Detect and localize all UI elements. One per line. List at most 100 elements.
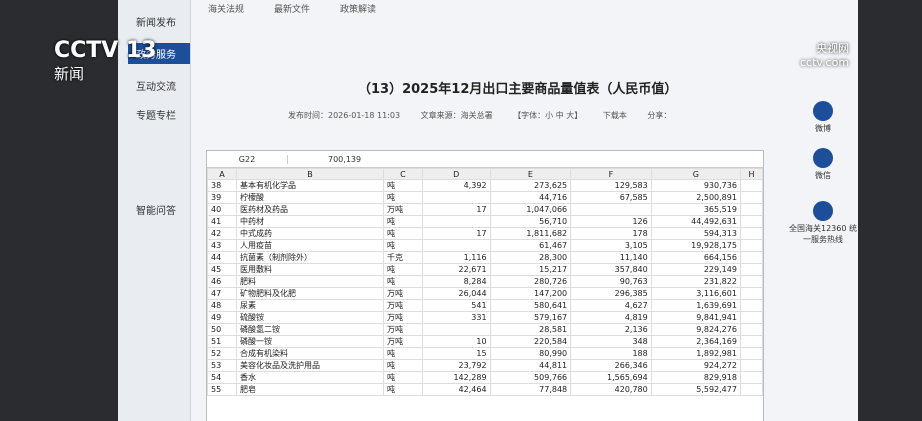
column-header: E bbox=[489, 168, 572, 180]
cell: 43 bbox=[206, 239, 238, 252]
cell bbox=[739, 239, 764, 252]
sheet-row: 44 抗菌素（制剂除外） 千克 1,116 28,300 11,140 664,156 bbox=[206, 251, 764, 264]
sheet-row: 51 磷酸一铵 万吨 10 220,584 348 2,364,169 bbox=[206, 335, 764, 348]
channel-sub: 新闻 bbox=[54, 65, 85, 83]
cell bbox=[739, 287, 764, 300]
cell: 1,047,066 bbox=[489, 203, 572, 216]
cell: 磷酸氢二铵 bbox=[236, 323, 384, 336]
cell: 357,840 bbox=[570, 263, 652, 276]
nav-item[interactable]: 互动交流 bbox=[136, 82, 176, 93]
cell: 44 bbox=[206, 251, 238, 264]
cell: 1,811,682 bbox=[489, 227, 572, 240]
cell: 541 bbox=[421, 299, 491, 312]
cell: 90,763 bbox=[570, 275, 652, 288]
top-tab[interactable]: 海关法规 bbox=[208, 5, 245, 15]
cell bbox=[570, 203, 652, 216]
cell: 930,736 bbox=[650, 179, 741, 192]
top-tab[interactable]: 政策解读 bbox=[340, 5, 377, 15]
cell: 基本有机化学品 bbox=[236, 179, 384, 192]
cell: 合成有机染料 bbox=[236, 347, 384, 360]
download[interactable]: 下载本 bbox=[602, 111, 627, 120]
weibo-icon[interactable] bbox=[813, 101, 833, 121]
cell: 万吨 bbox=[382, 335, 423, 348]
cell: 医药材及药品 bbox=[236, 203, 384, 216]
column-header: B bbox=[236, 168, 384, 180]
cell bbox=[739, 203, 764, 216]
nav-item[interactable]: 政务服务 bbox=[128, 43, 190, 64]
cell: 2,364,169 bbox=[650, 335, 741, 348]
cell: 142,289 bbox=[421, 371, 491, 384]
cell: 肥皂 bbox=[236, 383, 384, 396]
spreadsheet: G22 700,139 A B C D E F G H 38 基本有机化学品吨 4,392 273,6… bbox=[206, 150, 764, 421]
cell: 53 bbox=[206, 359, 238, 372]
cell bbox=[421, 323, 491, 336]
cell: 47 bbox=[206, 287, 238, 300]
laptop-screen: 新闻发布 政务服务 互动交流 专题专栏 智能问答 海关法规 最新文件 政策解读 （13）20… bbox=[118, 0, 858, 421]
cell: 44,716 bbox=[489, 191, 572, 204]
cell: 42 bbox=[206, 227, 238, 240]
cell: 28,581 bbox=[489, 323, 572, 336]
column-header: D bbox=[421, 168, 491, 180]
cell: 231,822 bbox=[650, 275, 741, 288]
cell: 28,300 bbox=[489, 251, 572, 264]
sheet-row: 45 医用敷料吨 22,671 15,217 357,840 229,149 bbox=[206, 263, 764, 276]
channel: CCTV 13 bbox=[54, 38, 157, 63]
hotline[interactable]: 全国海关12360 统一服务热线 bbox=[789, 224, 857, 244]
site-logo: 央视网 cctv.com bbox=[800, 40, 849, 69]
cell: 15,217 bbox=[489, 263, 572, 276]
top-tabs: 海关法规 最新文件 政策解读 bbox=[208, 2, 406, 15]
cell: 42,464 bbox=[421, 383, 491, 396]
nav-item[interactable]: 专题专栏 bbox=[136, 111, 176, 122]
cell: 129,583 bbox=[570, 179, 652, 192]
column-header: C bbox=[382, 168, 423, 180]
sheet-row: 41 中药材吨 56,710 126 44,492,631 bbox=[206, 215, 764, 228]
cell: 9,841,941 bbox=[650, 311, 741, 324]
font-size[interactable]: 【字体：小 中 大】 bbox=[513, 111, 583, 120]
cell: 67,585 bbox=[570, 191, 652, 204]
nav-item[interactable]: 新闻发布 bbox=[136, 18, 176, 29]
cell bbox=[739, 251, 764, 264]
column-header: G bbox=[650, 168, 741, 180]
cell: 千克 bbox=[382, 251, 423, 264]
wechat-icon[interactable] bbox=[813, 148, 833, 168]
hotline-icon[interactable] bbox=[813, 201, 833, 221]
cell: 594,313 bbox=[650, 227, 741, 240]
cell: 3,116,601 bbox=[650, 287, 741, 300]
cell: 266,346 bbox=[570, 359, 652, 372]
top-tab[interactable]: 最新文件 bbox=[274, 5, 311, 15]
column-header: H bbox=[739, 168, 764, 180]
cell: 1,116 bbox=[421, 251, 491, 264]
weibo[interactable]: 微博 bbox=[815, 124, 831, 133]
cell: 吨 bbox=[382, 275, 423, 288]
cell: 肥料 bbox=[236, 275, 384, 288]
cell: 348 bbox=[570, 335, 652, 348]
cell: 23,792 bbox=[421, 359, 491, 372]
cell: 220,584 bbox=[489, 335, 572, 348]
cell: 178 bbox=[570, 227, 652, 240]
cell: 香水 bbox=[236, 371, 384, 384]
cell: 4,392 bbox=[421, 179, 491, 192]
cell: 77,848 bbox=[489, 383, 572, 396]
source: 文章来源：海关总署 bbox=[420, 111, 493, 120]
cell: 万吨 bbox=[382, 311, 423, 324]
cell: 5,592,477 bbox=[650, 383, 741, 396]
article-meta: 发布时间：2026-01-18 11:03 文章来源：海关总署 【字体：小 中 … bbox=[288, 110, 689, 121]
sheet-row: 48 尿素 万吨 541 580,641 4,627 1,639,691 bbox=[206, 299, 764, 312]
sheet-row: 50 磷酸氢二铵 万吨 28,581 2,136 9,824,276 bbox=[206, 323, 764, 336]
cell: 8,284 bbox=[421, 275, 491, 288]
cell: 49 bbox=[206, 311, 238, 324]
cell-ref: G22 bbox=[207, 154, 288, 164]
cell: 吨 bbox=[382, 191, 423, 204]
assistant[interactable]: 智能问答 bbox=[136, 206, 176, 217]
cell: 26,044 bbox=[421, 287, 491, 300]
cell: 柠檬酸 bbox=[236, 191, 384, 204]
cell: 51 bbox=[206, 335, 238, 348]
right-rail: 微博 微信 全国海关12360 统一服务热线 bbox=[788, 95, 858, 245]
cell: 吨 bbox=[382, 359, 423, 372]
cell: 11,140 bbox=[570, 251, 652, 264]
wechat[interactable]: 微信 bbox=[815, 171, 831, 180]
cell bbox=[739, 227, 764, 240]
sheet-row: 53 美容化妆品及洗护用品吨 23,792 44,811 266,346 924,272 bbox=[206, 359, 764, 372]
cell: 22,671 bbox=[421, 263, 491, 276]
share: 分享： bbox=[647, 111, 672, 120]
